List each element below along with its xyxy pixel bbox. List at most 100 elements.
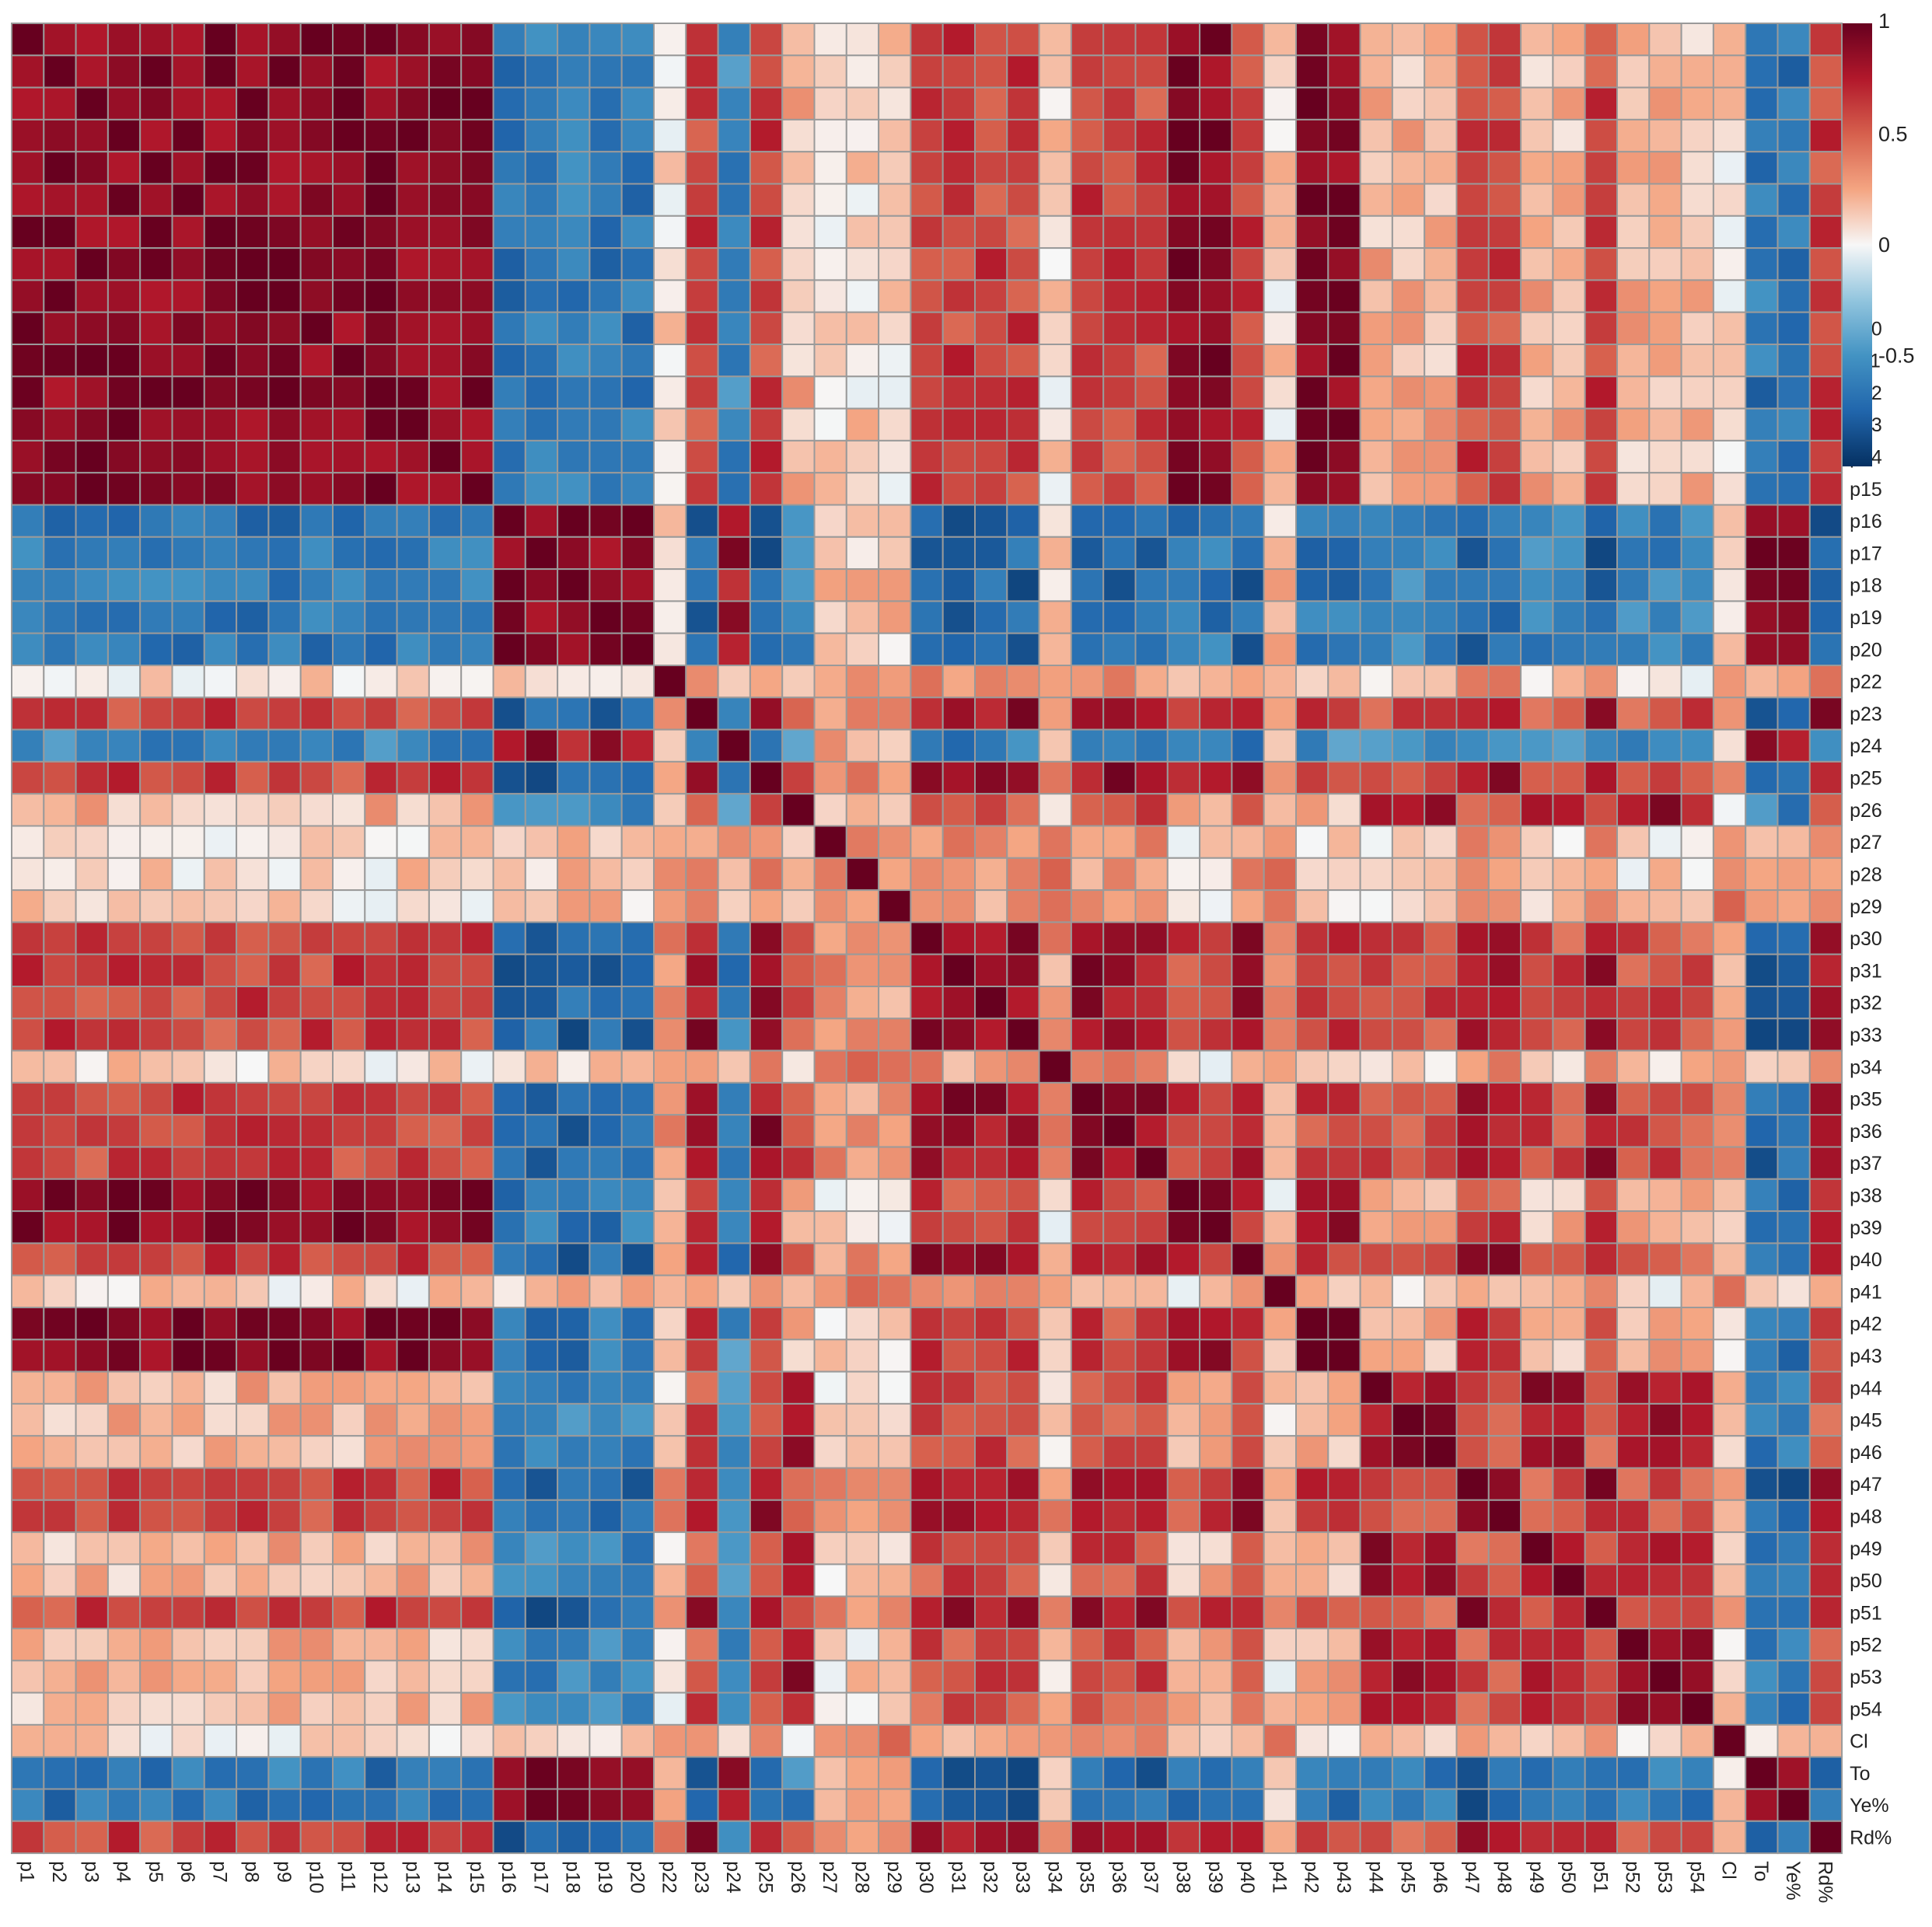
heatmap-cell [781,1563,816,1597]
heatmap-cell [1166,889,1201,923]
row-label: p48 [1850,1506,1882,1528]
row-label: p27 [1850,832,1882,854]
heatmap-cell [492,375,526,410]
heatmap-cell [1199,183,1233,217]
heatmap-cell [589,1467,623,1501]
heatmap-cell [75,1723,109,1758]
heatmap-cell [1648,1595,1682,1629]
heatmap-cell [1455,1756,1490,1790]
heatmap-cell [332,1691,366,1726]
heatmap-cell [685,1307,719,1341]
heatmap-cell [1166,54,1201,89]
heatmap-cell [1552,1595,1586,1629]
heatmap-cell [620,986,655,1020]
heatmap-cell [620,1402,655,1437]
heatmap-cell [717,632,751,667]
heatmap-cell [236,1660,270,1694]
heatmap-cell [1680,311,1714,346]
heatmap-cell [267,696,302,731]
heatmap-cell [685,953,719,987]
heatmap-cell [524,1049,559,1084]
heatmap-cell [1745,1049,1779,1084]
heatmap-cell [11,1691,45,1726]
heatmap-cell [203,118,238,153]
heatmap-cell [942,696,976,731]
heatmap-cell [460,632,494,667]
heatmap-cell [1712,151,1747,185]
heatmap-cell [1745,1820,1779,1855]
heatmap-cell [589,1499,623,1534]
heatmap-cell [685,1274,719,1308]
heatmap-cell [1231,247,1265,281]
heatmap-cell [781,857,816,892]
heatmap-cell [1231,215,1265,250]
heatmap-cell [107,472,141,506]
heatmap-cell [1808,889,1843,923]
heatmap-cell [1359,54,1393,89]
heatmap-cell [717,54,751,89]
heatmap-cell [1263,986,1297,1020]
heatmap-cell [396,1049,430,1084]
heatmap-cell [428,536,463,571]
heatmap-cell [717,311,751,346]
heatmap-cell [1359,1756,1393,1790]
heatmap-cell [1584,1114,1618,1148]
heatmap-cell [781,472,816,506]
heatmap-cell [1327,344,1361,378]
heatmap-cell [717,793,751,827]
heatmap-cell [1070,1114,1105,1148]
column-label: p39 [1204,1861,1226,1894]
heatmap-cell [236,439,270,474]
heatmap-cell [878,600,912,634]
heatmap-cell [1166,1467,1201,1501]
heatmap-cell [107,1402,141,1437]
heatmap-cell [1712,1178,1747,1213]
heatmap-cell [557,23,591,57]
heatmap-cell [1134,1274,1169,1308]
heatmap-cell [396,1788,430,1822]
heatmap-cell [1199,1242,1233,1276]
heatmap-cell [685,247,719,281]
heatmap-cell [1712,1402,1747,1437]
heatmap-cell [1070,1210,1105,1245]
heatmap-cell [1263,1081,1297,1116]
heatmap-cell [974,953,1008,987]
heatmap-cell [1295,986,1329,1020]
heatmap-cell [1552,1370,1586,1405]
heatmap-cell [236,504,270,538]
heatmap-cell [1648,1467,1682,1501]
heatmap-cell [11,1049,45,1084]
heatmap-cell [845,1370,880,1405]
heatmap-cell [974,151,1008,185]
heatmap-cell [1359,311,1393,346]
heatmap-cell [813,344,847,378]
heatmap-cell [942,857,976,892]
heatmap-cell [685,118,719,153]
heatmap-cell [1680,1756,1714,1790]
heatmap-cell [1520,1081,1554,1116]
heatmap-cell [1038,1339,1072,1373]
column-label: p41 [1268,1861,1290,1894]
heatmap-cell [1584,1467,1618,1501]
heatmap-cell [139,1660,173,1694]
heatmap-cell [524,857,559,892]
heatmap-cell [781,1339,816,1373]
heatmap-cell [557,86,591,120]
heatmap-cell [43,1146,77,1180]
heatmap-cell [332,1660,366,1694]
heatmap-cell [1584,1146,1618,1180]
heatmap-cell [1038,1018,1072,1052]
heatmap-cell [1006,986,1040,1020]
heatmap-cell [1520,1242,1554,1276]
heatmap-cell [396,54,430,89]
heatmap-cell [396,536,430,571]
heatmap-cell [11,118,45,153]
heatmap-cell [1006,311,1040,346]
heatmap-cell [524,1178,559,1213]
heatmap-cell [1777,1018,1811,1052]
heatmap-cell [1327,696,1361,731]
heatmap-cell [1295,728,1329,763]
heatmap-cell [492,825,526,859]
heatmap-cell [1199,1339,1233,1373]
heatmap-cell [1616,1467,1651,1501]
